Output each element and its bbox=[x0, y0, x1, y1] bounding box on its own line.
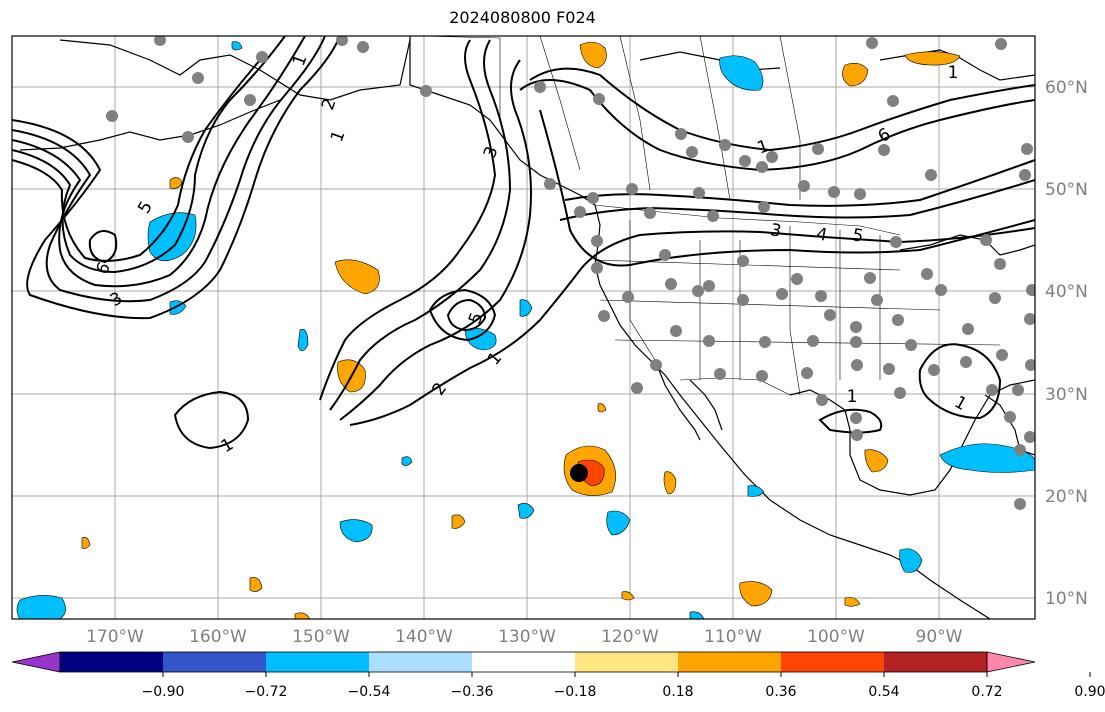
lon-tick-label: 130°W bbox=[498, 627, 556, 647]
lat-tick-label: 20°N bbox=[1045, 487, 1088, 507]
colorbar-label: 0.36 bbox=[765, 684, 796, 700]
colorbar-label: −0.36 bbox=[451, 684, 494, 700]
lat-tick-label: 40°N bbox=[1045, 282, 1088, 302]
colorbar-label: 0.18 bbox=[662, 684, 693, 700]
colorbar-label: −0.90 bbox=[142, 684, 185, 700]
colorbar-arrow-left bbox=[11, 651, 61, 673]
colorbar-segment bbox=[266, 652, 370, 672]
colorbar-label: 0.54 bbox=[868, 684, 899, 700]
lon-tick-label: 170°W bbox=[86, 627, 144, 647]
station-dots bbox=[106, 36, 1035, 510]
lon-tick-label: 90°W bbox=[916, 627, 963, 647]
colorbar-label: −0.72 bbox=[245, 684, 288, 700]
lon-tick-label: 140°W bbox=[395, 627, 453, 647]
contour-label: 3 bbox=[769, 220, 783, 242]
lon-tick-label: 150°W bbox=[292, 627, 350, 647]
storm-marker bbox=[570, 464, 588, 482]
lat-tick-label: 60°N bbox=[1045, 78, 1088, 98]
lat-tick-label: 10°N bbox=[1045, 589, 1088, 609]
lon-tick-label: 120°W bbox=[601, 627, 659, 647]
colorbar-arrow-right bbox=[986, 651, 1036, 673]
lat-tick-label: 50°N bbox=[1045, 180, 1088, 200]
longitude-tick-labels: 170°W 160°W 150°W 140°W 130°W 120°W 110°… bbox=[86, 627, 963, 647]
colorbar-labels: −0.90 −0.72 −0.54 −0.36 −0.18 0.18 0.36 0.54 0.7… bbox=[142, 672, 1105, 700]
colorbar-segment bbox=[575, 652, 679, 672]
colorbar-label: −0.54 bbox=[348, 684, 391, 700]
colorbar-segment bbox=[60, 652, 164, 672]
contour-label: 1 bbox=[847, 387, 858, 407]
colorbar bbox=[11, 651, 1036, 673]
colorbar-label: 0.72 bbox=[971, 684, 1002, 700]
contour-label: 4 bbox=[815, 224, 829, 246]
lat-tick-label: 30°N bbox=[1045, 385, 1088, 405]
colorbar-segment bbox=[884, 652, 988, 672]
colorbar-label: 0.90 bbox=[1074, 684, 1105, 700]
lon-tick-label: 160°W bbox=[189, 627, 247, 647]
lon-tick-label: 110°W bbox=[704, 627, 762, 647]
lon-tick-label: 100°W bbox=[807, 627, 865, 647]
latitude-tick-labels: 60°N 50°N 40°N 30°N 20°N 10°N bbox=[1045, 78, 1088, 609]
map-area bbox=[12, 36, 1035, 619]
colorbar-label: −0.18 bbox=[554, 684, 597, 700]
contour-label: 1 bbox=[948, 63, 959, 83]
contour-lines bbox=[12, 36, 1035, 450]
colorbar-segment bbox=[781, 652, 885, 672]
colorbar-outline bbox=[59, 651, 988, 673]
contour-label: 5 bbox=[851, 225, 865, 247]
map-frame bbox=[11, 35, 1036, 620]
borders bbox=[419, 36, 1001, 396]
colorbar-segment bbox=[163, 652, 267, 672]
colorbar-segment bbox=[472, 652, 576, 672]
gridlines bbox=[12, 36, 1035, 619]
anomaly-fills bbox=[16, 41, 1035, 619]
colorbar-segment bbox=[678, 652, 782, 672]
colorbar-segment bbox=[369, 652, 473, 672]
map-title: 2024080800 F024 bbox=[449, 8, 596, 27]
